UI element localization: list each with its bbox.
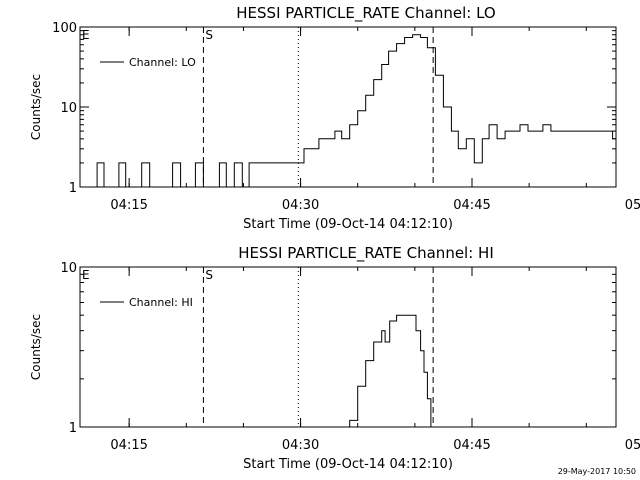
legend-label: Channel: LO — [129, 56, 196, 69]
x-tick-label: 04:45 — [453, 198, 490, 213]
y-tick-label: 100 — [52, 21, 77, 36]
y-tick-label: 10 — [60, 261, 77, 276]
legend-label: Channel: HI — [129, 296, 193, 309]
chart-title: HESSI PARTICLE_RATE Channel: LO — [236, 4, 495, 23]
y-tick-label: 1 — [69, 421, 77, 436]
date-stamp: 29-May-2017 10:50 — [557, 467, 636, 476]
x-tick-label: 05:00 — [625, 438, 640, 453]
panel-hi: HESSI PARTICLE_RATE Channel: HI Counts/se… — [29, 244, 640, 472]
x-tick-label: 04:30 — [282, 198, 319, 213]
marker-label: E — [82, 28, 90, 42]
x-axis-label: Start Time (09-Oct-14 04:12:10) — [243, 217, 453, 232]
marker-label: S — [205, 268, 213, 282]
marker-label: S — [205, 28, 213, 42]
panel-lo: HESSI PARTICLE_RATE Channel: LO Counts/se… — [29, 4, 640, 232]
x-tick-label: 04:15 — [110, 438, 147, 453]
x-axis-label: Start Time (09-Oct-14 04:12:10) — [243, 457, 453, 472]
series-line — [312, 314, 439, 427]
x-tick-label: 04:15 — [110, 198, 147, 213]
marker-label: E — [82, 268, 90, 282]
x-tick-label: 05:00 — [625, 198, 640, 213]
plot-frame — [79, 26, 617, 188]
chart-title: HESSI PARTICLE_RATE Channel: HI — [238, 244, 494, 263]
x-tick-label: 04:45 — [453, 438, 490, 453]
y-axis-label: Counts/sec — [29, 314, 43, 380]
x-tick-label: 04:30 — [282, 438, 319, 453]
plot-frame — [79, 266, 617, 428]
y-axis-label: Counts/sec — [29, 74, 43, 140]
series-line — [80, 34, 616, 187]
y-tick-label: 10 — [60, 101, 77, 116]
y-tick-label: 1 — [69, 181, 77, 196]
